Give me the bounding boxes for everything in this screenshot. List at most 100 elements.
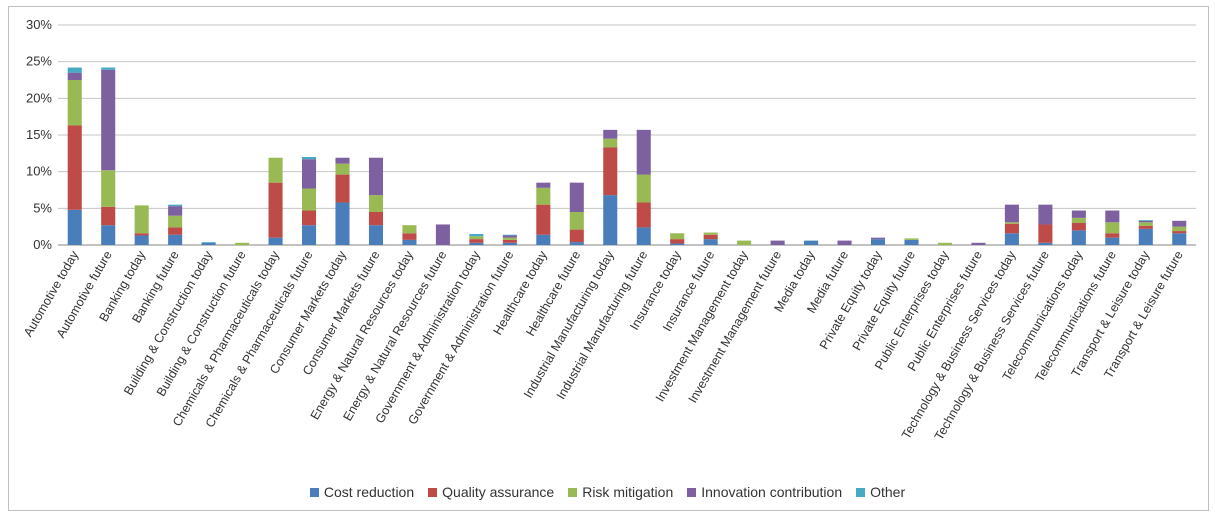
bar-segment <box>904 238 919 240</box>
bar-segment <box>1038 242 1053 245</box>
bar-segment <box>1138 225 1153 229</box>
bar-segment <box>703 232 718 235</box>
bar-segment <box>201 242 216 243</box>
y-tick-label: 25% <box>26 54 52 69</box>
bar-segment <box>101 206 116 226</box>
bar-segment <box>335 163 350 175</box>
bar-segment <box>268 157 283 183</box>
bar-segment <box>402 239 417 245</box>
bar-segment <box>1105 233 1120 238</box>
legend-item: Other <box>856 484 905 500</box>
bar-segment <box>101 225 116 245</box>
bar-segment <box>1071 210 1086 218</box>
bar-segment <box>837 240 852 245</box>
bar-segment <box>636 227 651 245</box>
legend-item: Risk mitigation <box>568 484 673 500</box>
bar-segment <box>302 210 317 226</box>
bar-segment <box>1172 233 1187 245</box>
bar-segment <box>1138 228 1153 245</box>
bar-segment <box>1105 210 1120 223</box>
bar-segment <box>335 157 350 164</box>
bar-segment <box>971 242 986 245</box>
stacked-bar-chart: 0%5%10%15%20%25%30%Automotive todayAutom… <box>21 17 1196 443</box>
bar-segment <box>502 237 517 240</box>
bar-segment <box>335 174 350 203</box>
bar-segment <box>904 239 919 245</box>
legend-item: Quality assurance <box>428 484 554 500</box>
bar-segment <box>502 235 517 238</box>
y-tick-label: 30% <box>26 17 52 32</box>
bar-segment <box>636 174 651 203</box>
legend-swatch <box>428 488 438 497</box>
bar-segment <box>1071 230 1086 245</box>
bar-segment <box>201 242 216 245</box>
bar-segment <box>302 159 317 189</box>
legend-swatch <box>309 488 319 497</box>
bar-segment <box>603 147 618 196</box>
bar-segment <box>1071 223 1086 231</box>
chart-frame <box>8 6 1209 511</box>
bar-segment <box>569 229 584 243</box>
bar-segment <box>134 233 149 236</box>
bar-segment <box>402 233 417 240</box>
bar-segment <box>67 125 82 210</box>
bar-segment <box>569 212 584 230</box>
bar-segment <box>368 212 383 226</box>
bar-segment <box>134 235 149 245</box>
bar-segment <box>536 234 551 245</box>
x-tick-label: Private Equity today <box>817 248 885 352</box>
bar-segment <box>1004 223 1019 234</box>
bar-segment <box>871 237 886 240</box>
bar-segment <box>368 195 383 212</box>
y-tick-label: 10% <box>26 164 52 179</box>
bar-segment <box>937 242 952 245</box>
bar-segment <box>101 67 116 70</box>
bar-segment <box>168 215 183 228</box>
bar-segment <box>1172 226 1187 232</box>
bar-segment <box>402 225 417 234</box>
bar-segment <box>804 240 819 245</box>
bar-segment <box>235 242 250 245</box>
bar-segment <box>1038 224 1053 243</box>
bar-segment <box>435 224 450 245</box>
bar-segment <box>302 157 317 160</box>
bar-segment <box>469 236 484 240</box>
bar-segment <box>134 205 149 234</box>
legend-label: Innovation contribution <box>701 484 843 500</box>
bar-segment <box>1071 217 1086 223</box>
bar-segment <box>101 69 116 171</box>
bar-segment <box>1038 204 1053 225</box>
bar-segment <box>67 67 82 73</box>
bar-segment <box>703 239 718 245</box>
bar-segment <box>636 129 651 175</box>
bar-segment <box>168 204 183 207</box>
bar-segment <box>168 234 183 245</box>
bar-segment <box>168 206 183 216</box>
bar-segment <box>1172 231 1187 234</box>
bar-segment <box>871 239 886 245</box>
legend-label: Quality assurance <box>442 484 555 500</box>
legend-swatch <box>568 488 578 497</box>
y-tick-label: 0% <box>33 237 52 252</box>
bar-segment <box>469 239 484 243</box>
bar-segment <box>67 80 82 126</box>
bar-segment <box>67 72 82 80</box>
chart-legend: Cost reduction Quality assurance Risk miti… <box>0 484 1215 500</box>
bar-segment <box>1004 222 1019 224</box>
bar-segment <box>502 242 517 245</box>
bar-segment <box>569 242 584 245</box>
y-tick-label: 5% <box>33 200 52 215</box>
bar-segment <box>67 209 82 245</box>
bar-segment <box>268 182 283 238</box>
legend-item: Innovation contribution <box>687 484 842 500</box>
bar-segment <box>670 243 685 245</box>
bar-segment <box>469 242 484 245</box>
bar-segment <box>770 240 785 245</box>
legend-label: Cost reduction <box>323 484 415 500</box>
bar-segment <box>1138 222 1153 226</box>
legend-swatch <box>687 488 697 497</box>
bar-segment <box>670 239 685 244</box>
y-tick-label: 15% <box>26 127 52 142</box>
bar-segment <box>368 157 383 196</box>
bar-segment <box>670 233 685 240</box>
